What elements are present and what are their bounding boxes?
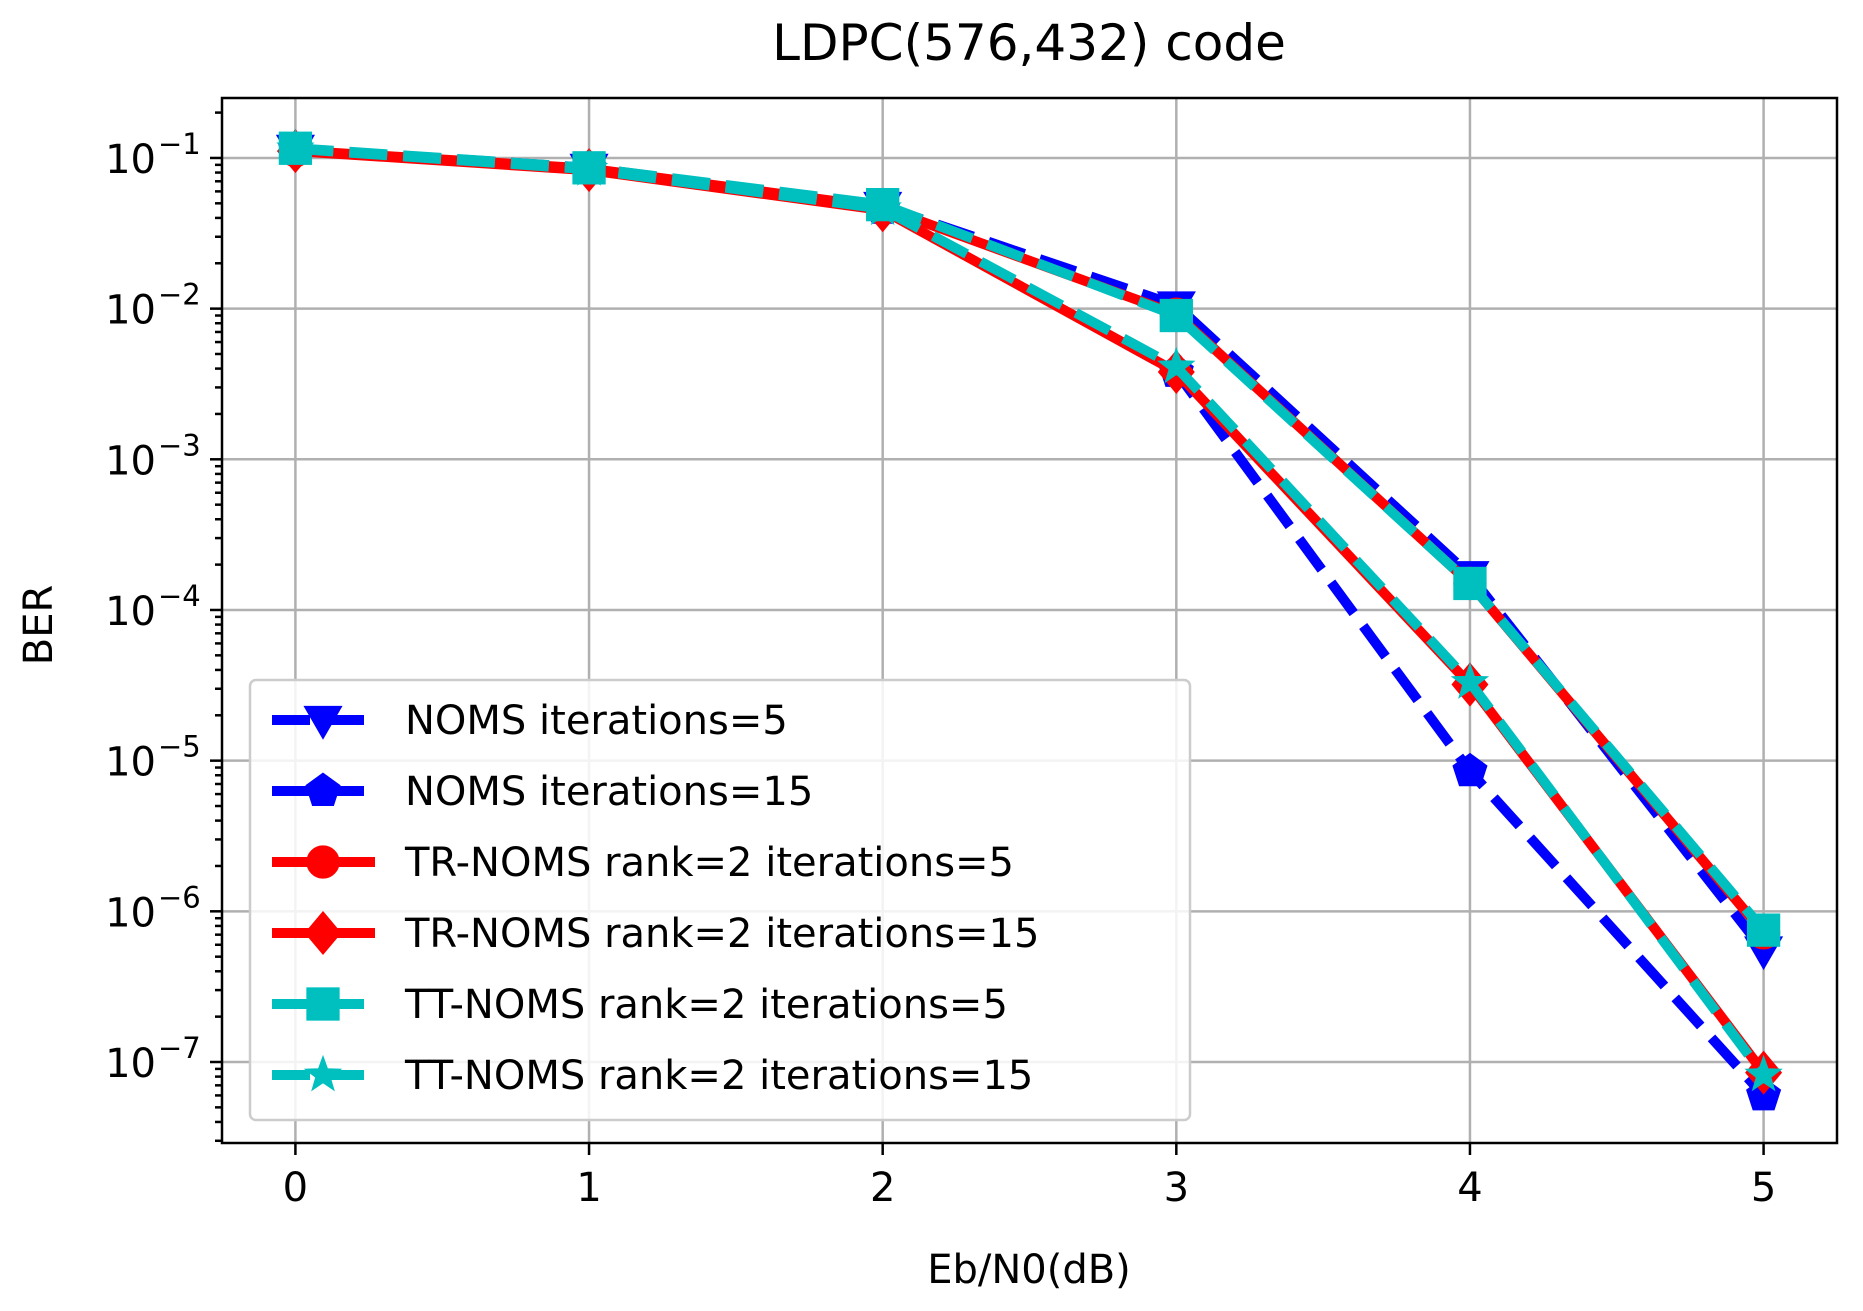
axis-ticks: 0 1 2 3 4 510−110−210−310−410−510−610−7 <box>105 111 1776 1211</box>
marker-pentagon <box>1452 752 1488 787</box>
y-tick-exponent: −7 <box>158 1031 201 1065</box>
y-tick-label: 10 <box>105 438 156 484</box>
legend-label: TR-NOMS rank=2 iterations=15 <box>404 911 1039 957</box>
y-tick-label: 10 <box>105 740 156 786</box>
y-tick-exponent: −5 <box>158 730 201 764</box>
y-tick-label: 10 <box>105 137 156 183</box>
marker-diamond <box>304 910 342 956</box>
x-tick-label: 4 <box>1457 1165 1482 1211</box>
marker-pentagon <box>305 772 341 806</box>
x-axis-label: Eb/N0(dB) <box>927 1247 1131 1293</box>
legend-box <box>248 678 1192 1122</box>
x-tick-label: 2 <box>870 1165 895 1211</box>
marker-square <box>1159 298 1193 333</box>
marker-star <box>1744 1054 1783 1092</box>
marker-triangle-down <box>303 705 343 740</box>
legend: NOMS iterations=5 NOMS iterations=15 TR-NO… <box>248 678 1192 1122</box>
x-tick-label: 1 <box>576 1165 601 1211</box>
legend-label: TR-NOMS rank=2 iterations=5 <box>404 840 1014 886</box>
marker-square <box>1746 913 1781 947</box>
plot-frame <box>220 96 1839 1145</box>
y-axis-label: BER <box>16 585 62 666</box>
legend-item: NOMS iterations=15 <box>272 769 813 815</box>
series-line <box>295 143 1768 1078</box>
marker-star <box>1450 662 1490 699</box>
legend-label: NOMS iterations=5 <box>405 698 788 744</box>
legend-label: NOMS iterations=15 <box>405 769 813 815</box>
marker-star <box>863 188 902 226</box>
legend-item: TT-NOMS rank=2 iterations=15 <box>272 1053 1033 1099</box>
y-tick-exponent: −2 <box>158 278 201 312</box>
marker-circle <box>306 845 340 879</box>
marker-star <box>569 149 609 186</box>
legend-item: NOMS iterations=5 <box>272 698 788 744</box>
x-tick-label: 5 <box>1751 1165 1776 1211</box>
y-tick-exponent: −6 <box>158 880 201 914</box>
x-tick-label: 0 <box>283 1165 308 1211</box>
marker-star <box>276 128 315 166</box>
series-lines <box>275 128 1784 1111</box>
y-tick-label: 10 <box>105 288 156 334</box>
marker-star <box>303 1054 343 1092</box>
legend-item: TR-NOMS rank=2 iterations=15 <box>272 910 1039 957</box>
marker-square <box>1453 566 1487 601</box>
y-tick-label: 10 <box>105 589 156 635</box>
y-tick-exponent: −3 <box>158 428 201 462</box>
legend-item: TR-NOMS rank=2 iterations=5 <box>272 840 1014 886</box>
chart-title: LDPC(576,432) code <box>772 14 1286 72</box>
legend-label: TT-NOMS rank=2 iterations=15 <box>404 1053 1033 1099</box>
marker-star <box>1157 346 1196 384</box>
legend-item: TT-NOMS rank=2 iterations=5 <box>272 982 1008 1028</box>
y-tick-exponent: −1 <box>158 127 201 161</box>
y-tick-exponent: −4 <box>158 579 201 613</box>
marker-square <box>306 987 340 1021</box>
y-tick-label: 10 <box>105 890 156 936</box>
y-tick-label: 10 <box>105 1041 156 1087</box>
x-tick-label: 3 <box>1164 1165 1189 1211</box>
series-6 <box>276 128 1783 1092</box>
legend-label: TT-NOMS rank=2 iterations=5 <box>404 982 1008 1028</box>
